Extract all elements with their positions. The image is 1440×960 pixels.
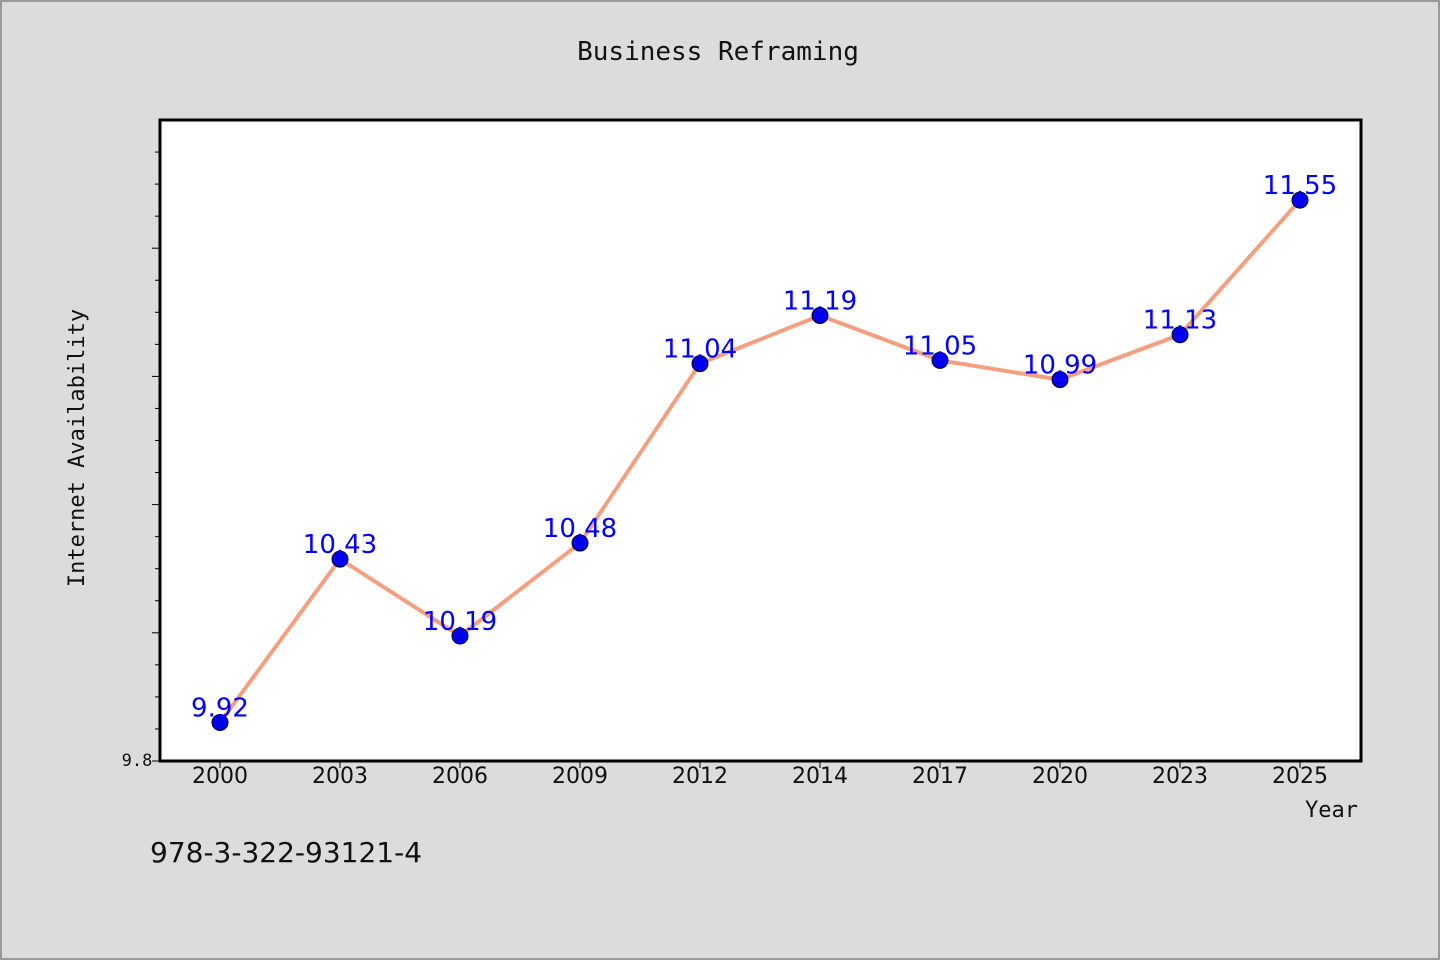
- data-label: 9.92: [191, 694, 249, 724]
- data-point: [1051, 371, 1069, 389]
- x-tick-label: 2017: [912, 764, 968, 789]
- plot-area: [160, 120, 1361, 761]
- y-axis-label: Internet Availability: [65, 309, 90, 587]
- data-label: 11.13: [1143, 306, 1217, 336]
- data-label: 11.05: [903, 331, 977, 361]
- data-labels: 9.92 10.43 10.19 10.48 11.04 11.19 11.05 10.99 1…: [191, 171, 1337, 723]
- x-tick-label: 2023: [1152, 764, 1208, 789]
- data-label: 11.04: [663, 335, 737, 365]
- x-tick-label: 2020: [1032, 764, 1088, 789]
- data-label: 10.48: [543, 514, 617, 544]
- x-tick-label: 2009: [552, 764, 608, 789]
- data-label: 10.43: [303, 530, 377, 560]
- series-line: [218, 198, 1302, 725]
- x-tick-label: 2006: [432, 764, 488, 789]
- x-axis-label: Year: [1305, 798, 1358, 823]
- data-label: 10.19: [423, 607, 497, 637]
- x-tick-labels: 2000 2003 2006 2009 2012 2014 2017 2020 2023 2025: [192, 764, 1328, 789]
- data-label: 11.19: [783, 287, 857, 317]
- plot-border: [158, 118, 1363, 763]
- data-point: [931, 351, 949, 369]
- data-point: [691, 355, 709, 373]
- data-label: 11.55: [1263, 171, 1337, 201]
- series-line-group: [218, 198, 1302, 725]
- data-label: 10.99: [1023, 351, 1097, 381]
- x-tick-label: 2012: [672, 764, 728, 789]
- y-tick-label-min: 9.8: [122, 751, 153, 771]
- x-tick-label: 2025: [1272, 764, 1328, 789]
- x-tick-label: 2000: [192, 764, 248, 789]
- data-point: [451, 627, 469, 645]
- data-point: [811, 307, 829, 325]
- x-tick-label: 2003: [312, 764, 368, 789]
- chart-title: Business Reframing: [577, 37, 859, 67]
- x-tick-label: 2014: [792, 764, 848, 789]
- data-point: [211, 714, 229, 732]
- data-point: [1291, 191, 1309, 209]
- data-markers: [211, 191, 1309, 732]
- data-point: [331, 550, 349, 568]
- data-point: [1171, 326, 1189, 344]
- footer-code: 978-3-322-93121-4: [150, 836, 422, 869]
- data-point: [571, 534, 589, 552]
